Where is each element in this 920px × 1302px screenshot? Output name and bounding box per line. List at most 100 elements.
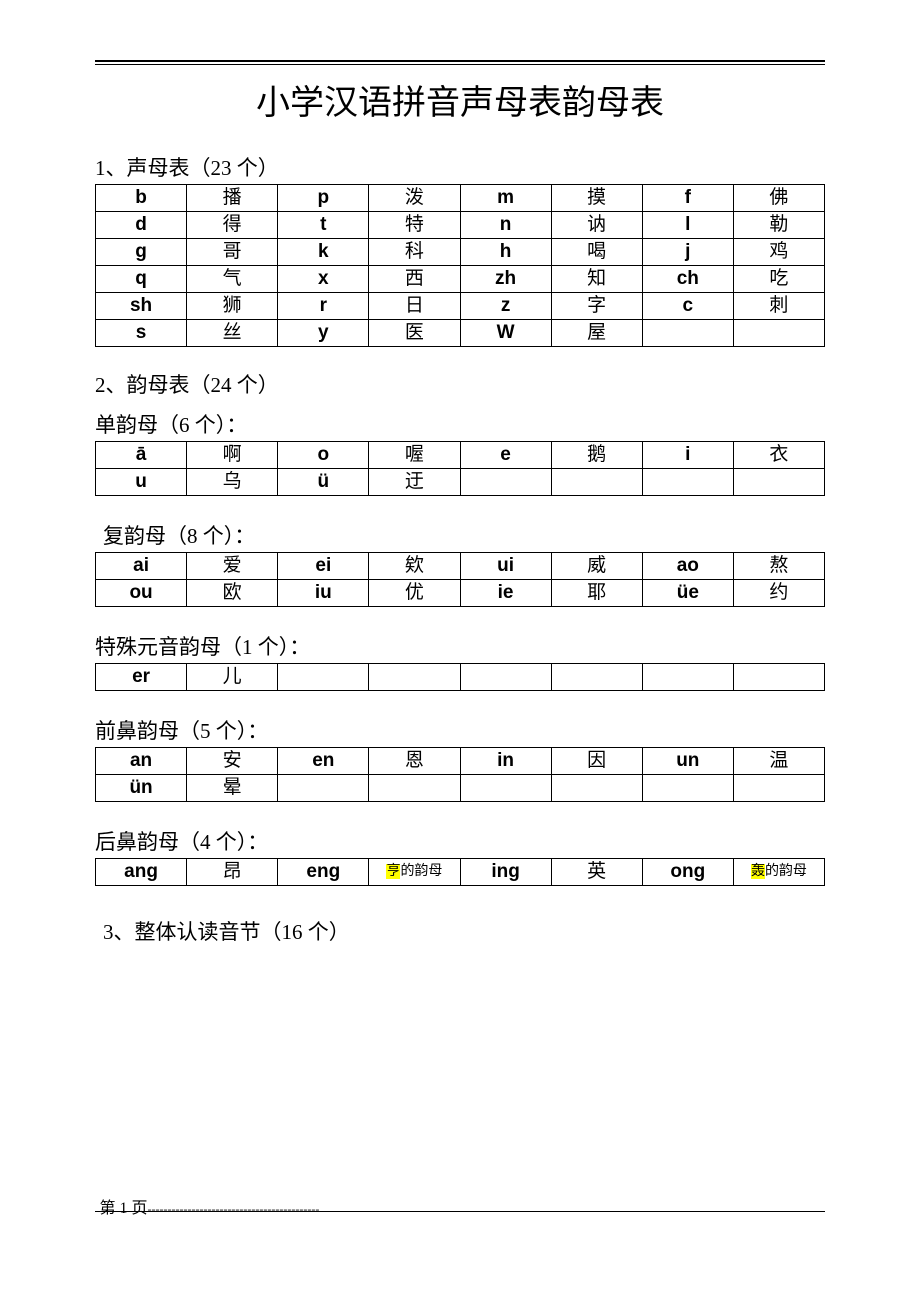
- pinyin-cell: W: [460, 320, 551, 347]
- pinyin-cell: k: [278, 239, 369, 266]
- pinyin-cell: [278, 664, 369, 691]
- pinyin-cell: ā: [96, 442, 187, 469]
- pinyin-cell: [642, 664, 733, 691]
- footer-dashes: ----------------------------------------…: [148, 1202, 320, 1216]
- pinyin-cell: ch: [642, 266, 733, 293]
- pinyin-cell: n: [460, 212, 551, 239]
- hanzi-cell: 晕: [187, 775, 278, 802]
- pinyin-cell: in: [460, 748, 551, 775]
- footer-rule: 第 1 页-----------------------------------…: [95, 1211, 825, 1212]
- footer-prefix: [95, 1209, 97, 1215]
- hanzi-cell: [369, 775, 460, 802]
- pinyin-cell: z: [460, 293, 551, 320]
- table-row: ün晕: [96, 775, 825, 802]
- hanzi-cell: [733, 320, 824, 347]
- hanzi-cell: 吃: [733, 266, 824, 293]
- table-row: g哥k科h喝j鸡: [96, 239, 825, 266]
- front-nasal-table: an安en恩in因un温ün晕: [95, 747, 825, 802]
- hanzi-cell: 播: [187, 185, 278, 212]
- initials-table: b播p泼m摸f佛d得t特n讷l勒g哥k科h喝j鸡q气x西zh知ch吃sh狮r日z…: [95, 184, 825, 347]
- hanzi-cell: 西: [369, 266, 460, 293]
- pinyin-cell: ong: [642, 859, 733, 886]
- hanzi-cell: 优: [369, 580, 460, 607]
- pinyin-cell: [460, 664, 551, 691]
- hanzi-cell: 字: [551, 293, 642, 320]
- hanzi-cell: [369, 664, 460, 691]
- pinyin-cell: ai: [96, 553, 187, 580]
- highlight: 轰: [751, 864, 765, 879]
- hanzi-cell: 耶: [551, 580, 642, 607]
- pinyin-cell: o: [278, 442, 369, 469]
- back-nasal-table: ang昂eng亨的韵母ing英ong轰的韵母: [95, 858, 825, 886]
- table-row: sh狮r日z字c刺: [96, 293, 825, 320]
- pinyin-cell: an: [96, 748, 187, 775]
- hanzi-cell: 日: [369, 293, 460, 320]
- pinyin-cell: g: [96, 239, 187, 266]
- suffix-text: 的韵母: [400, 864, 442, 879]
- pinyin-cell: l: [642, 212, 733, 239]
- hanzi-cell: 鸡: [733, 239, 824, 266]
- hanzi-cell: 英: [551, 859, 642, 886]
- compound-vowel-heading: 复韵母（8 个）：: [103, 520, 825, 550]
- pinyin-cell: ing: [460, 859, 551, 886]
- pinyin-cell: [642, 469, 733, 496]
- pinyin-cell: ui: [460, 553, 551, 580]
- hanzi-cell: 屋: [551, 320, 642, 347]
- hanzi-cell: 刺: [733, 293, 824, 320]
- table-row: u乌ü迂: [96, 469, 825, 496]
- pinyin-cell: ei: [278, 553, 369, 580]
- hanzi-cell: 轰的韵母: [733, 859, 824, 886]
- single-vowel-table: ā啊o喔e鹅i衣u乌ü迂: [95, 441, 825, 496]
- section3-heading: 3、整体认读音节（16 个）: [103, 916, 825, 946]
- pinyin-cell: f: [642, 185, 733, 212]
- pinyin-cell: j: [642, 239, 733, 266]
- pinyin-cell: iu: [278, 580, 369, 607]
- section2-heading: 2、韵母表（24 个）: [95, 369, 825, 399]
- hanzi-cell: 佛: [733, 185, 824, 212]
- hanzi-cell: 儿: [187, 664, 278, 691]
- suffix-text: 的韵母: [765, 864, 807, 879]
- pinyin-cell: [278, 775, 369, 802]
- pinyin-cell: ün: [96, 775, 187, 802]
- pinyin-cell: c: [642, 293, 733, 320]
- pinyin-cell: p: [278, 185, 369, 212]
- table-row: b播p泼m摸f佛: [96, 185, 825, 212]
- hanzi-cell: [733, 664, 824, 691]
- pinyin-cell: q: [96, 266, 187, 293]
- hanzi-cell: 恩: [369, 748, 460, 775]
- table-row: er儿: [96, 664, 825, 691]
- pinyin-cell: ü: [278, 469, 369, 496]
- hanzi-cell: [733, 775, 824, 802]
- hanzi-cell: 讷: [551, 212, 642, 239]
- back-nasal-heading: 后鼻韵母（4 个）：: [95, 826, 825, 856]
- table-row: s丝y医W屋: [96, 320, 825, 347]
- footer: 第 1 页-----------------------------------…: [95, 1211, 825, 1212]
- pinyin-cell: b: [96, 185, 187, 212]
- pinyin-cell: y: [278, 320, 369, 347]
- pinyin-cell: er: [96, 664, 187, 691]
- front-nasal-heading: 前鼻韵母（5 个）：: [95, 715, 825, 745]
- special-vowel-heading: 特殊元音韵母（1 个）：: [95, 631, 825, 661]
- pinyin-cell: e: [460, 442, 551, 469]
- highlight: 亨: [386, 864, 400, 879]
- table-row: ā啊o喔e鹅i衣: [96, 442, 825, 469]
- hanzi-cell: 狮: [187, 293, 278, 320]
- pinyin-cell: s: [96, 320, 187, 347]
- hanzi-cell: 欸: [369, 553, 460, 580]
- hanzi-cell: 威: [551, 553, 642, 580]
- hanzi-cell: 欧: [187, 580, 278, 607]
- hanzi-cell: 丝: [187, 320, 278, 347]
- pinyin-cell: [460, 469, 551, 496]
- pinyin-cell: ang: [96, 859, 187, 886]
- hanzi-cell: 喝: [551, 239, 642, 266]
- hanzi-cell: 爱: [187, 553, 278, 580]
- pinyin-cell: üe: [642, 580, 733, 607]
- hanzi-cell: 熬: [733, 553, 824, 580]
- hanzi-cell: 昂: [187, 859, 278, 886]
- pinyin-cell: h: [460, 239, 551, 266]
- hanzi-cell: [551, 469, 642, 496]
- hanzi-cell: 勒: [733, 212, 824, 239]
- pinyin-cell: un: [642, 748, 733, 775]
- hanzi-cell: 医: [369, 320, 460, 347]
- hanzi-cell: 摸: [551, 185, 642, 212]
